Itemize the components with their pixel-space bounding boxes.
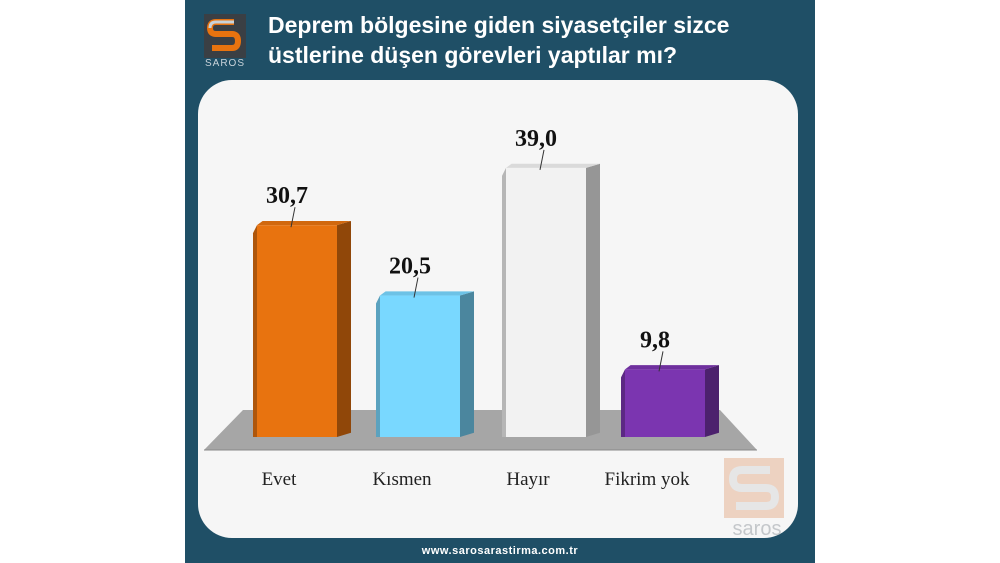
bar-side-0 (337, 220, 351, 437)
category-label-2: Hayır (506, 469, 550, 490)
category-label-0: Evet (262, 469, 298, 490)
bar-side-1 (460, 291, 474, 437)
bar-left-2 (502, 167, 506, 437)
bar-2 (506, 167, 586, 437)
saros-logo-icon (204, 14, 246, 58)
website-url: www.sarosarastirma.com.tr (421, 545, 579, 557)
data-label-1: 20,5 (389, 254, 431, 280)
bar-1 (380, 295, 460, 437)
data-label-2: 39,0 (515, 126, 557, 152)
bar-left-0 (253, 225, 257, 437)
category-label-3: Fikrim yok (605, 469, 690, 490)
bar-3 (625, 369, 705, 437)
bar-top-3 (625, 365, 719, 370)
bar-top-1 (380, 291, 474, 296)
bar-0 (257, 225, 337, 437)
data-label-leader-3 (658, 351, 664, 372)
data-label-leader-0 (290, 207, 296, 228)
category-label-1: Kısmen (372, 469, 432, 490)
saros-watermark-icon (724, 458, 784, 518)
data-label-3: 9,8 (640, 327, 670, 353)
data-label-leader-1 (413, 277, 419, 298)
data-label-leader-2 (539, 149, 545, 170)
bar-top-0 (257, 220, 351, 226)
data-label-0: 30,7 (266, 183, 308, 209)
title-line-2: üstlerine düşen görevleri yaptılar mı? (268, 42, 678, 68)
bar-left-3 (621, 369, 625, 437)
bar-side-2 (586, 163, 600, 437)
bar-top-2 (506, 163, 600, 168)
chart-title: Deprem bölgesine giden siyasetçiler sizc… (268, 10, 808, 70)
bar-side-3 (705, 365, 719, 437)
title-line-1: Deprem bölgesine giden siyasetçiler sizc… (268, 12, 730, 38)
watermark-label: saros (732, 518, 782, 540)
logo-top-label: SAROS (204, 58, 245, 69)
bar-left-1 (376, 295, 380, 437)
